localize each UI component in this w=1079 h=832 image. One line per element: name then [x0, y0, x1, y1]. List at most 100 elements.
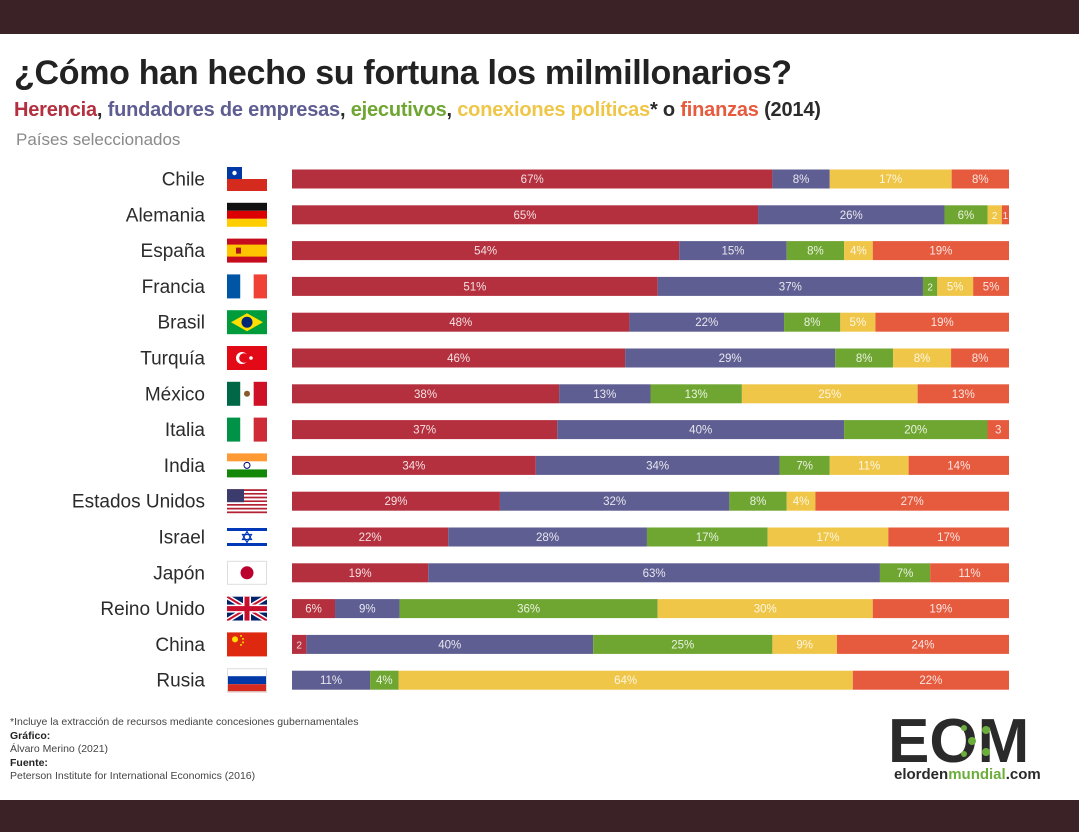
data-label: 25% [671, 639, 694, 651]
bar-segment [593, 634, 773, 654]
data-label: 22% [695, 317, 718, 329]
data-label: 8% [807, 246, 824, 258]
data-label: 17% [937, 532, 960, 544]
bar-segment [559, 384, 651, 404]
subtitle-part: finanzas [680, 99, 759, 121]
italy-flag [227, 417, 267, 442]
bar-segment [292, 599, 336, 619]
data-label: 8% [750, 496, 767, 508]
bar-segment [852, 670, 1009, 690]
bar-segment [944, 205, 988, 225]
bar-segment [629, 312, 785, 332]
data-label: 4% [850, 246, 867, 258]
uk-flag [227, 596, 267, 621]
country-label: Japón [153, 563, 205, 584]
chart-caption: Países seleccionados [16, 130, 181, 149]
bar-segment [335, 599, 400, 619]
bar-segment [292, 276, 658, 296]
bar-segment [292, 563, 429, 583]
bar-segment [428, 563, 880, 583]
bar-segment [535, 455, 780, 475]
bar-segment [844, 241, 873, 261]
russia-flag [227, 668, 267, 693]
bar-row: Chile 67% 8% 17% 8% [162, 167, 1009, 191]
bar-segment [679, 241, 787, 261]
spain-flag [227, 238, 267, 263]
bar-segment [646, 527, 768, 547]
data-label: 19% [929, 246, 952, 258]
bar-segment [292, 455, 536, 475]
france-flag [227, 274, 267, 299]
country-label: España [141, 241, 206, 262]
bar-segment [625, 348, 836, 368]
bar-segment [657, 599, 873, 619]
data-label: 64% [614, 675, 637, 687]
data-label: 26% [840, 210, 863, 222]
subtitle-part: Herencia [14, 99, 97, 121]
data-label: 4% [376, 675, 393, 687]
bar-segment [840, 312, 876, 332]
bar-row: Reino Unido 6% 9% 36% 30% 19% [100, 596, 1009, 621]
bar-segment [729, 491, 787, 511]
data-label: 40% [438, 639, 461, 651]
bar-segment [951, 348, 1009, 368]
israel-flag [227, 525, 267, 549]
data-label: 19% [349, 568, 372, 580]
bar-segment [650, 384, 742, 404]
data-label: 25% [818, 389, 841, 401]
grafico-label: Gráfico: [10, 729, 51, 742]
data-label: 15% [721, 246, 744, 258]
data-label: 40% [689, 425, 712, 437]
logo-url: elordenmundial.com [894, 766, 1041, 783]
data-label: 32% [603, 496, 626, 508]
data-label: 46% [447, 353, 470, 365]
country-label: México [145, 384, 205, 405]
subtitle-part: (2014) [758, 99, 821, 121]
data-label: 8% [972, 353, 989, 365]
data-label: 1 [1003, 211, 1009, 222]
bar-row: Alemania 65% 26% 6% 2 1 [126, 202, 1009, 227]
bar-segment [875, 312, 1009, 332]
subtitle-part: , [339, 99, 351, 121]
logo-dot-ring [961, 725, 990, 757]
bar-segment [888, 527, 1009, 547]
data-label: 7% [897, 568, 914, 580]
china-flag [227, 632, 267, 657]
bar-segment [937, 276, 974, 296]
data-label: 65% [514, 210, 537, 222]
bar-segment [786, 241, 845, 261]
top-frame [0, 0, 1079, 34]
bar-segment [292, 491, 500, 511]
data-label: 54% [474, 246, 497, 258]
bar-row: Francia 51% 37% 2 5% 5% [142, 274, 1009, 299]
bar-segment [786, 491, 816, 511]
bar-segment [872, 241, 1009, 261]
bar-segment [879, 563, 931, 583]
bar-segment [772, 634, 837, 654]
subtitle-part: , [96, 99, 108, 121]
chart-footer: *Incluye la extracción de recursos media… [10, 716, 358, 784]
bar-segment [399, 599, 658, 619]
country-label: Chile [162, 170, 205, 191]
bar-row: Estados Unidos 29% 32% 8% 4% 27% [72, 489, 1009, 514]
data-label: 17% [816, 532, 839, 544]
logo-letters: EOM [888, 710, 1029, 768]
data-label: 36% [517, 604, 540, 616]
usa-flag [227, 489, 267, 514]
country-label: Turquía [140, 349, 205, 370]
data-label: 28% [536, 532, 559, 544]
bar-segment [292, 527, 449, 547]
data-label: 19% [929, 604, 952, 616]
bar-segment [758, 205, 945, 225]
data-label: 13% [685, 389, 708, 401]
bar-segment [1001, 205, 1009, 225]
data-label: 48% [449, 317, 472, 329]
data-label: 13% [952, 389, 975, 401]
bar-segment [292, 205, 759, 225]
bar-segment [448, 527, 647, 547]
turkey-flag [227, 346, 267, 370]
data-label: 2 [927, 282, 933, 293]
subtitle-part: ejecutivos [350, 99, 447, 121]
country-label: China [155, 635, 205, 656]
data-label: 11% [320, 675, 342, 687]
